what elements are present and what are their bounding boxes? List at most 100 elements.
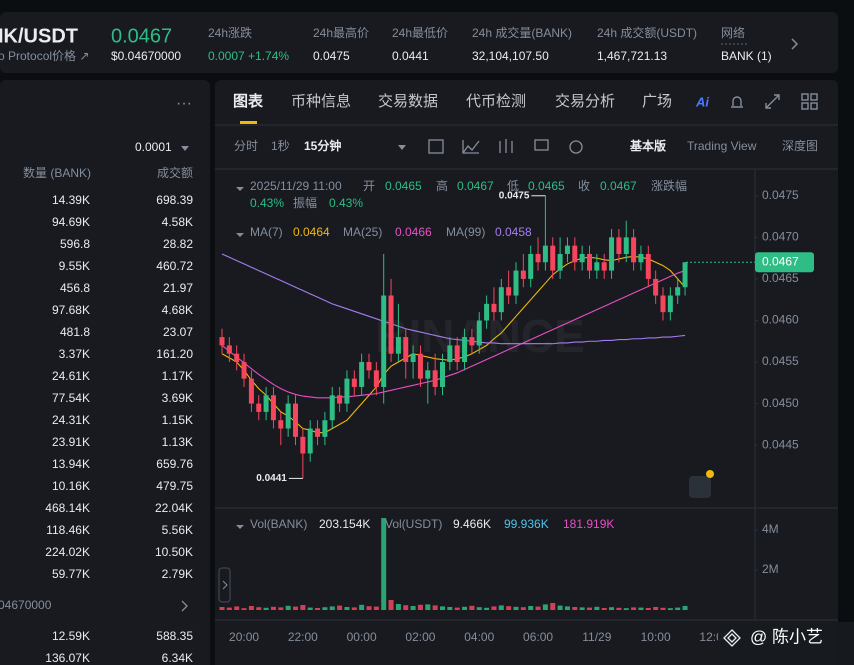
bell-icon[interactable] (731, 96, 743, 108)
network-label: 网络 (721, 25, 745, 40)
layout-icon[interactable] (801, 93, 818, 110)
volume-bar (550, 603, 556, 610)
ask-total: 23.07 (163, 325, 193, 339)
y-tick-label: 0.0465 (762, 271, 799, 285)
view[interactable]: 基本版 (629, 138, 666, 153)
last-price: 0.0467 (762, 254, 799, 268)
subtitle[interactable]: o Protocol价格 ↗ (0, 48, 89, 63)
volume-bar (653, 607, 659, 610)
volume-bar (469, 605, 475, 610)
volume-bar (491, 606, 497, 610)
volume-bar (226, 607, 232, 610)
volume-bar (278, 607, 284, 610)
col-head: 成交额 (157, 165, 193, 180)
candle-body (447, 345, 453, 363)
precision[interactable]: 0.0001 (135, 140, 172, 154)
x-tick-label: 02:00 (405, 630, 435, 644)
col-head: 数量 (BANK) (23, 165, 91, 180)
widget-icon[interactable] (689, 476, 711, 498)
candle-body (226, 345, 232, 354)
volume-bar (403, 605, 409, 610)
vol-legend-value: 9.466K (453, 517, 491, 531)
more[interactable]: ··· (176, 95, 192, 112)
candle-body (285, 403, 291, 429)
toolbar-icons[interactable] (428, 139, 583, 154)
volume-bar (484, 607, 490, 610)
ai-icon[interactable]: Ai (695, 94, 709, 109)
x-tick-label: 06:00 (523, 630, 553, 644)
volume-bar (528, 606, 534, 610)
candle-body (219, 337, 225, 346)
interval-caret[interactable] (398, 145, 406, 150)
x-tick-label: 00:00 (347, 630, 377, 644)
ohlc-value: 0.43% (250, 196, 284, 210)
candle-body (425, 370, 431, 379)
stat-value: 0.0007 +1.74% (208, 49, 289, 63)
ask-total: 2.79K (162, 567, 193, 581)
volume-bar (447, 607, 453, 610)
interval[interactable]: 分时 (234, 139, 258, 153)
side-toggle[interactable] (218, 567, 231, 603)
interval[interactable]: 15分钟 (304, 138, 341, 153)
x-tick-label: 10:00 (641, 630, 671, 644)
ohlc-label: 振幅 (293, 195, 317, 210)
ma-name: MA(25) (343, 225, 382, 239)
volume-bar (366, 606, 372, 610)
stat-label: 24h最低价 (392, 26, 448, 40)
ask-qty: 24.61K (52, 369, 90, 383)
pair[interactable]: IK/USDT (0, 25, 78, 47)
tab[interactable]: 图表 (233, 92, 264, 110)
volume-bar (601, 608, 607, 610)
chevron[interactable] (791, 38, 799, 50)
mid-price: 04670000 (0, 598, 52, 612)
candle-body (256, 403, 262, 412)
volume-bar (410, 606, 416, 610)
volume-bar (667, 608, 673, 610)
candle-body (440, 362, 445, 387)
candle-body (278, 420, 284, 429)
chevron[interactable] (181, 600, 188, 612)
tab[interactable]: 交易数据 (378, 92, 438, 110)
volume-bar (234, 606, 240, 610)
top-bar (0, 12, 838, 73)
network-value[interactable]: BANK (1) (721, 49, 772, 63)
y-tick-label: 0.0460 (762, 313, 799, 327)
tab-underline (240, 121, 257, 124)
volume-bar (609, 607, 615, 610)
volume-bar (395, 604, 401, 610)
tab[interactable]: 广场 (642, 93, 672, 110)
volume-bar (337, 605, 343, 610)
bid-qty: 136.07K (45, 651, 90, 665)
stat-value: 0.0475 (313, 49, 350, 63)
view[interactable]: Trading View (687, 139, 757, 153)
candle-body (564, 245, 570, 254)
ask-qty: 3.37K (59, 347, 90, 361)
candle-body (616, 237, 622, 254)
candle-body (469, 337, 475, 346)
high-label: 0.0475 (499, 190, 530, 201)
tab[interactable]: 币种信息 (291, 93, 351, 110)
ask-qty: 9.55K (59, 259, 90, 273)
collapse[interactable] (236, 233, 244, 237)
interval[interactable]: 1秒 (271, 139, 290, 153)
candle-body (417, 353, 423, 379)
low-label: 0.0441 (256, 473, 287, 484)
stat-label: 24h涨跌 (208, 25, 252, 40)
view[interactable]: 深度图 (782, 138, 818, 153)
ma-value: 0.0458 (495, 225, 532, 239)
expand-icon[interactable] (765, 94, 780, 109)
tab[interactable]: 交易分析 (555, 92, 615, 110)
candle-body (660, 295, 666, 313)
ask-total: 10.50K (155, 545, 193, 559)
collapse[interactable] (236, 525, 244, 529)
tab[interactable]: 代币检测 (466, 93, 526, 110)
collapse[interactable] (236, 187, 244, 191)
credit: @ 陈小艺 (750, 627, 823, 646)
ohlc-label: 收 (578, 179, 590, 193)
candle-body (293, 403, 298, 437)
ask-qty: 59.77K (52, 567, 90, 581)
candle-body (344, 378, 350, 404)
candle-body (307, 428, 313, 454)
x-tick-label: 04:00 (464, 630, 494, 644)
candle-body (572, 245, 578, 263)
